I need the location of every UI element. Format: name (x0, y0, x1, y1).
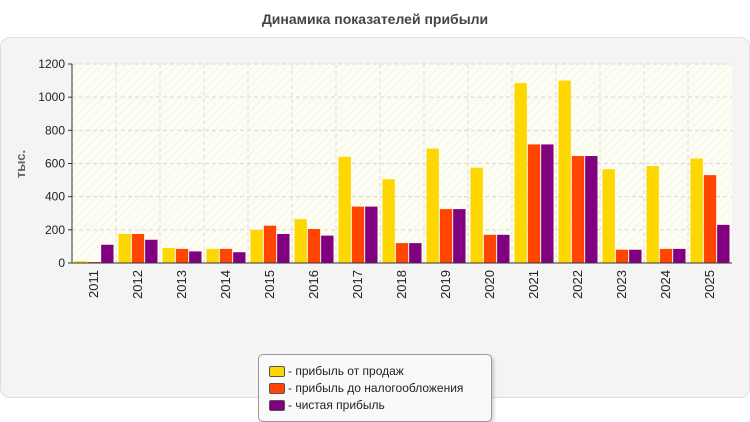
bar[interactable] (703, 175, 717, 263)
bar[interactable] (131, 233, 145, 263)
bar[interactable] (629, 249, 642, 263)
x-tick-label: 2014 (218, 270, 233, 299)
bar[interactable] (206, 248, 219, 263)
bar[interactable] (294, 219, 307, 263)
x-tick-label: 2019 (438, 270, 453, 299)
x-tick-label: 2016 (306, 270, 321, 299)
bar[interactable] (602, 169, 615, 263)
y-tick-label: 200 (45, 223, 65, 237)
bar[interactable] (74, 261, 87, 263)
bar[interactable] (541, 144, 554, 263)
x-tick-label: 2017 (350, 270, 365, 299)
bar[interactable] (497, 234, 510, 263)
bar[interactable] (365, 206, 378, 263)
bar[interactable] (470, 167, 483, 263)
legend-label: - прибыль до налогообложения (288, 381, 464, 395)
bar[interactable] (717, 224, 730, 263)
chart-plot: 0 200 400 600 800 1000 1200 2011 2012 2013 2014 20… (13, 57, 732, 299)
bar[interactable] (219, 248, 233, 263)
bar[interactable] (263, 225, 277, 263)
legend-item: - прибыль от продаж (269, 363, 404, 379)
bar[interactable] (673, 248, 686, 263)
x-tick-label: 2013 (174, 270, 189, 299)
x-tick-label: 2025 (702, 270, 717, 299)
y-tick-label: 1000 (38, 90, 65, 104)
y-tick-label: 400 (45, 190, 65, 204)
x-tick-label: 2020 (482, 270, 497, 299)
legend-swatch (269, 365, 285, 377)
bar[interactable] (690, 158, 703, 263)
legend-swatch (269, 382, 285, 394)
y-axis-label: тыс. (13, 150, 28, 178)
bar[interactable] (233, 252, 246, 263)
bar[interactable] (527, 144, 541, 263)
bar[interactable] (439, 209, 453, 263)
bar[interactable] (571, 156, 585, 263)
y-tick-label: 1200 (38, 57, 65, 71)
bar[interactable] (321, 235, 334, 263)
x-tick-label: 2011 (86, 270, 101, 298)
bar[interactable] (426, 148, 439, 263)
legend-item: - чистая прибыль (269, 397, 385, 413)
bar[interactable] (646, 165, 659, 263)
bar[interactable] (409, 243, 422, 263)
y-tick-label: 600 (45, 157, 65, 171)
x-tick-label: 2023 (614, 270, 629, 299)
bar[interactable] (351, 206, 365, 263)
bar[interactable] (162, 248, 175, 263)
legend: - прибыль от продаж - прибыль до налогоо… (258, 354, 492, 422)
y-tick-label: 0 (58, 256, 65, 270)
x-tick-label: 2024 (658, 270, 673, 299)
bar[interactable] (145, 239, 158, 263)
x-tick-label: 2015 (262, 270, 277, 299)
y-tick-label: 800 (45, 123, 65, 137)
bar[interactable] (101, 244, 114, 263)
bar[interactable] (453, 209, 466, 263)
bar[interactable] (338, 156, 351, 263)
bar[interactable] (395, 243, 409, 263)
legend-label: - прибыль от продаж (288, 364, 404, 378)
x-tick-label: 2022 (570, 270, 585, 299)
bar[interactable] (615, 249, 629, 263)
bar[interactable] (277, 233, 290, 263)
bar[interactable] (307, 229, 321, 263)
bar[interactable] (483, 234, 497, 263)
x-tick-label: 2021 (526, 270, 541, 299)
bar[interactable] (118, 233, 131, 263)
bar[interactable] (382, 179, 395, 263)
x-tick-label: 2012 (130, 270, 145, 299)
legend-item: - прибыль до налогообложения (269, 380, 463, 396)
legend-label: - чистая прибыль (288, 398, 385, 412)
bar[interactable] (514, 83, 527, 263)
bar[interactable] (189, 251, 202, 263)
bar[interactable] (250, 229, 263, 263)
bar[interactable] (585, 156, 598, 263)
bar[interactable] (558, 80, 571, 263)
x-tick-label: 2018 (394, 270, 409, 299)
bar[interactable] (659, 248, 673, 263)
chart-panel: 0 200 400 600 800 1000 1200 2011 2012 2013 2014 20… (0, 37, 750, 422)
bar[interactable] (175, 248, 189, 263)
legend-swatch (269, 399, 285, 411)
chart-title: Динамика показателей прибыли (261, 11, 489, 27)
